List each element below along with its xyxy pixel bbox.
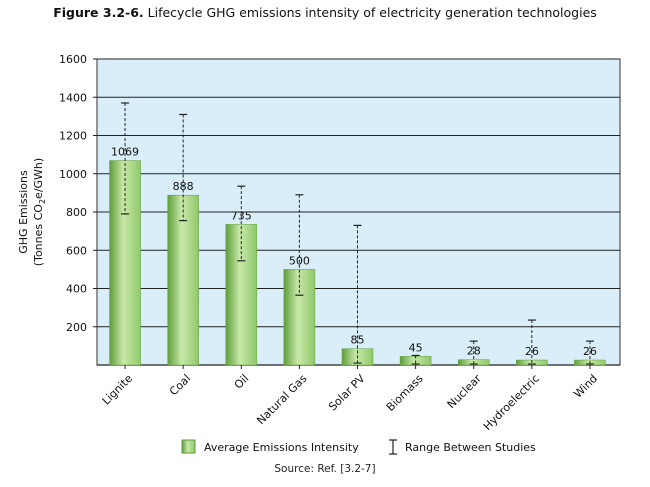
category-label: Natural Gas [254, 372, 309, 427]
y-tick-label: 1400 [59, 91, 87, 104]
legend: Average Emissions Intensity Range Betwee… [181, 439, 536, 455]
value-label: 45 [409, 341, 423, 354]
category-label: Lignite [100, 372, 136, 408]
legend-range-label: Range Between Studies [405, 441, 536, 454]
category-label: Nuclear [445, 372, 484, 411]
value-label: 26 [583, 345, 597, 358]
range-whisker [411, 354, 420, 365]
bar-lignite [109, 160, 141, 366]
value-label: 28 [467, 345, 481, 358]
range-whisker [179, 113, 188, 222]
y-tick-label: 1000 [59, 168, 87, 181]
y-tick-label: 400 [66, 283, 87, 296]
range-whisker [585, 340, 594, 365]
category-label: Wind [571, 372, 600, 401]
y-tick-label: 1600 [59, 53, 87, 66]
figure-source: Source: Ref. [3.2-7] [274, 463, 376, 475]
y-tick-label: 600 [66, 244, 87, 257]
range-whisker [237, 185, 246, 262]
figure-caption: Lifecycle GHG emissions intensity of ele… [147, 5, 597, 20]
category-label: Hydroelectric [481, 372, 542, 433]
range-whisker [469, 340, 478, 365]
value-label: 26 [525, 345, 539, 358]
y-tick-label: 800 [66, 206, 87, 219]
range-whisker [527, 319, 536, 365]
value-label: 1069 [111, 146, 139, 159]
figure-number: Figure 3.2-6. [53, 5, 144, 20]
y-tick-label: 1200 [59, 130, 87, 143]
legend-range-icon [389, 439, 397, 455]
range-whisker [353, 224, 362, 364]
bar-natural-gas [283, 269, 316, 366]
value-label: 500 [289, 254, 310, 267]
category-label: Biomass [384, 372, 426, 414]
y-axis-label: GHG Emissions [17, 170, 30, 254]
category-label: Coal [167, 372, 193, 398]
value-label: 735 [231, 209, 252, 222]
y-tick-label: 200 [66, 321, 87, 334]
figure-title: Figure 3.2-6. Lifecycle GHG emissions in… [0, 5, 650, 20]
value-label: 888 [173, 180, 194, 193]
legend-bar-label: Average Emissions Intensity [204, 441, 359, 454]
bar-oil [225, 224, 258, 366]
legend-bar-swatch [181, 439, 196, 454]
value-label: 85 [351, 334, 365, 347]
category-label: Oil [232, 372, 252, 392]
y-axis-unit-label: (Tonnes CO2e/GWh) [32, 158, 47, 266]
category-label: Solar PV [326, 372, 368, 414]
range-whisker [295, 194, 304, 296]
range-whisker [121, 102, 130, 215]
